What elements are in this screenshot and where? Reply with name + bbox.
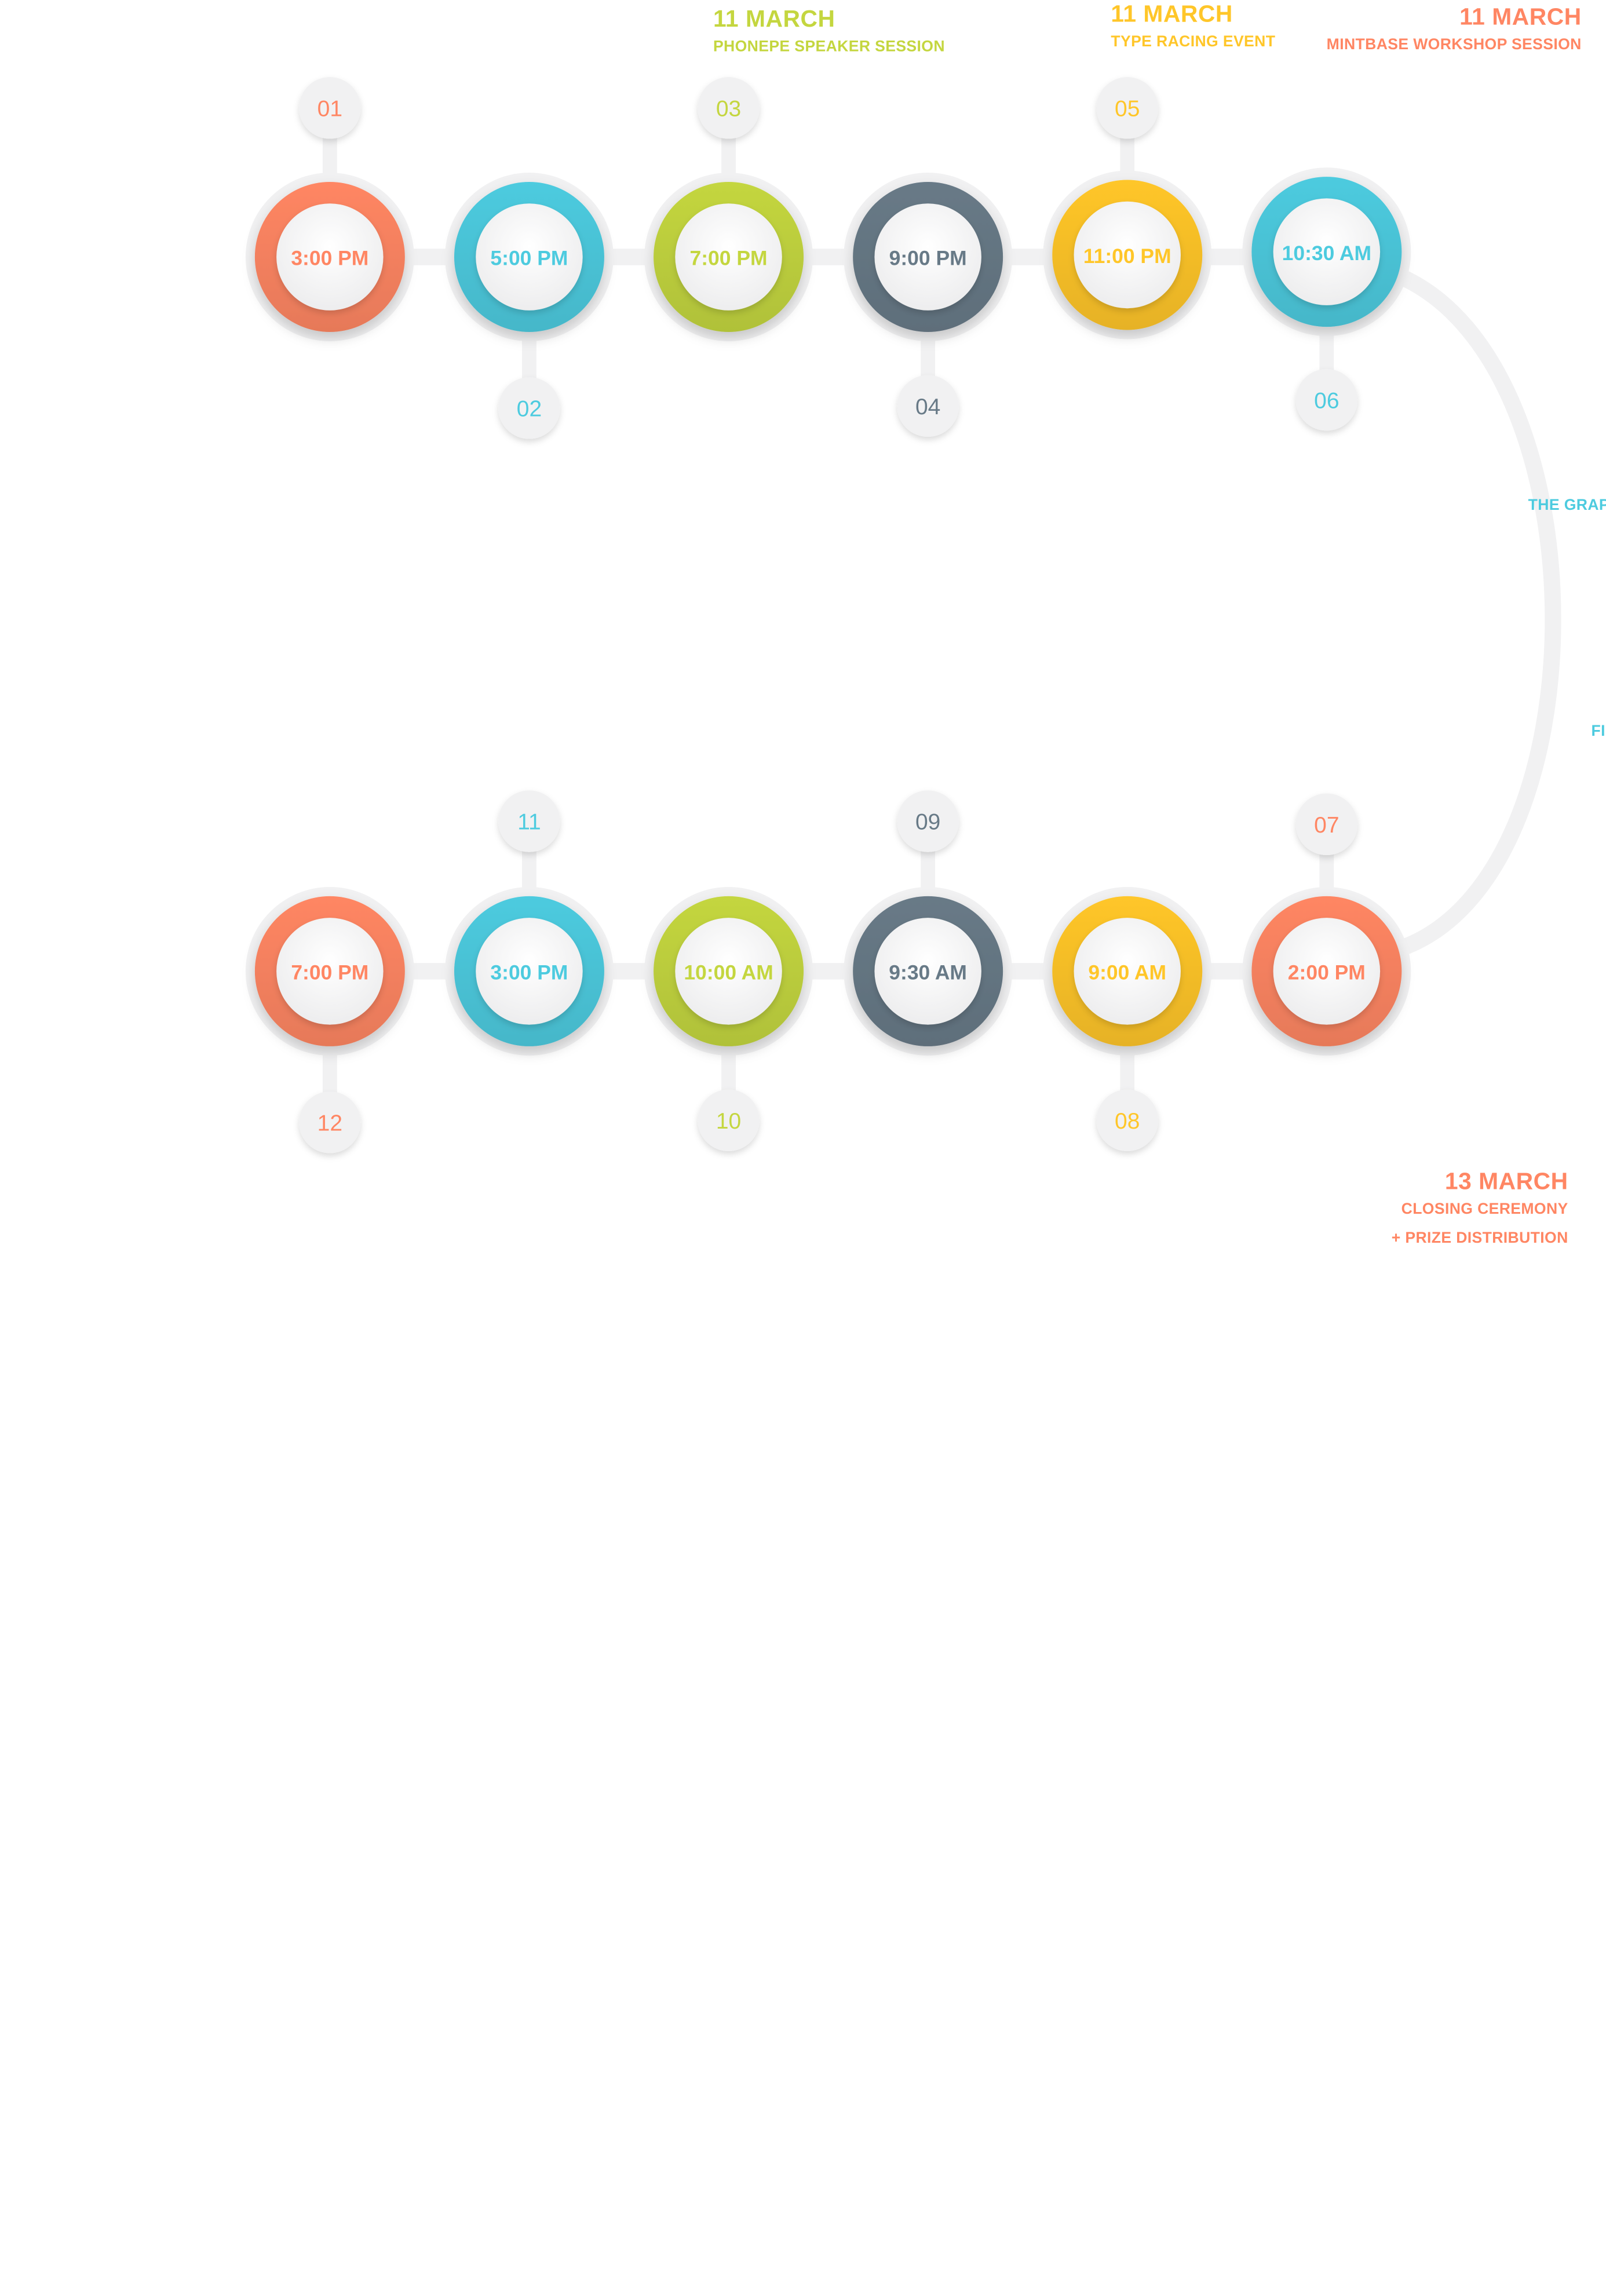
event-description: MINTBASE WORKSHOP SESSION [1326, 36, 1582, 54]
node-center [276, 918, 384, 1025]
event-date: 11 MARCH [1111, 0, 1233, 27]
event-date: 13 MARCH [1591, 689, 1606, 718]
step-number: 08 [1115, 1109, 1140, 1134]
timeline-graphic: 01 3:00 PM 02 5:00 PM 03 7:00 PM 04 9:00 PM 05 11… [245, 77, 1561, 1154]
node-center [675, 203, 782, 311]
timeline-node: 07 2:00 PM [1242, 793, 1411, 1056]
timeline-node: 08 9:00 AM [1043, 886, 1212, 1151]
event-date: 11 MARCH [1528, 462, 1606, 491]
time-label: 10:30 AM [1282, 242, 1371, 265]
timeline-node: 06 10:30 AM [1242, 167, 1411, 431]
node-center [1074, 201, 1181, 309]
step-number: 12 [317, 1111, 342, 1136]
time-label: 10:00 AM [684, 961, 773, 984]
step-number: 09 [915, 810, 940, 835]
event-description: CLOSING CEREMONY [1401, 1200, 1568, 1218]
event-caption: 13 MARCH FINAL PRESENTATION OF TOP 10 TEAM… [1591, 689, 1606, 775]
number-bubble [698, 1089, 760, 1151]
step-number: 04 [915, 395, 940, 419]
event-date: 11 MARCH [1459, 3, 1582, 30]
number-bubble [299, 1091, 361, 1154]
step-number: 01 [317, 96, 342, 121]
time-label: 2:00 PM [1288, 961, 1366, 984]
time-label: 3:00 PM [291, 247, 368, 270]
event-description: THE GRAPH SPEAKER SESSION [1528, 496, 1606, 514]
number-bubble [1096, 77, 1158, 139]
event-caption: 11 MARCH MINTBASE WORKSHOP SESSION [1327, 2, 1582, 60]
node-center [1273, 918, 1381, 1025]
time-label: 9:00 PM [889, 247, 967, 270]
event-description: TYPE RACING EVENT [1111, 32, 1276, 50]
time-label: 5:00 PM [490, 247, 568, 270]
event-description: PHONEPE SPEAKER SESSION [713, 38, 945, 56]
number-bubble [498, 790, 560, 852]
step-number: 02 [517, 396, 542, 421]
node-center [874, 203, 981, 311]
number-bubble [1295, 368, 1358, 431]
step-number: 10 [716, 1109, 741, 1134]
event-description: FINAL PRESENTATION OF [1591, 722, 1606, 740]
node-center [476, 918, 583, 1025]
timeline-node: 11 3:00 PM [445, 790, 614, 1056]
event-caption: 13 MARCH CLOSING CEREMONY + PRIZE DISTRIBU… [1392, 1166, 1568, 1253]
event-caption: 11 MARCH TYPE RACING EVENT [1111, 0, 1275, 57]
timeline-node: 10 10:00 AM [644, 886, 813, 1151]
node-center [1074, 918, 1181, 1025]
event-description: TOP 10 TEAMS [1591, 746, 1606, 775]
timeline-node: 09 9:30 AM [844, 790, 1013, 1056]
event-date: 11 MARCH [713, 5, 835, 32]
time-label: 11:00 PM [1083, 244, 1171, 268]
number-bubble [1096, 1089, 1158, 1151]
node-center [675, 918, 782, 1025]
timeline-node: 12 7:00 PM [245, 886, 414, 1154]
event-caption: 11 MARCH THE GRAPH SPEAKER SESSION [1528, 462, 1606, 520]
connector-arc [1394, 269, 1561, 956]
timeline-node: 02 5:00 PM [445, 173, 614, 439]
node-center [476, 203, 583, 311]
number-bubble [1295, 793, 1358, 855]
number-bubble [299, 77, 361, 139]
number-bubble [897, 375, 959, 437]
event-caption: 11 MARCH PHONEPE SPEAKER SESSION [713, 4, 945, 61]
number-bubble [698, 77, 760, 139]
number-bubble [498, 377, 560, 439]
node-center [276, 203, 384, 311]
node-center [1273, 198, 1381, 305]
timeline-node: 03 7:00 PM [644, 77, 813, 341]
track-lines [330, 249, 1561, 980]
time-label: 7:00 PM [690, 247, 768, 270]
node-center [874, 918, 981, 1025]
step-number: 07 [1314, 813, 1339, 838]
step-number: 05 [1115, 96, 1140, 121]
step-number: 11 [517, 810, 541, 835]
timeline-node: 04 9:00 PM [844, 173, 1013, 437]
number-bubble [897, 790, 959, 852]
time-label: 7:00 PM [291, 961, 368, 984]
event-date: 13 MARCH [1444, 1167, 1568, 1195]
timeline-node: 01 3:00 PM [245, 77, 414, 341]
time-label: 3:00 PM [490, 961, 568, 984]
time-label: 9:30 AM [889, 961, 967, 984]
step-number: 03 [716, 96, 741, 121]
timeline-node: 05 11:00 PM [1043, 77, 1212, 340]
event-description: + PRIZE DISTRIBUTION [1391, 1229, 1568, 1247]
time-label: 9:00 AM [1088, 961, 1166, 984]
step-number: 06 [1314, 388, 1339, 413]
